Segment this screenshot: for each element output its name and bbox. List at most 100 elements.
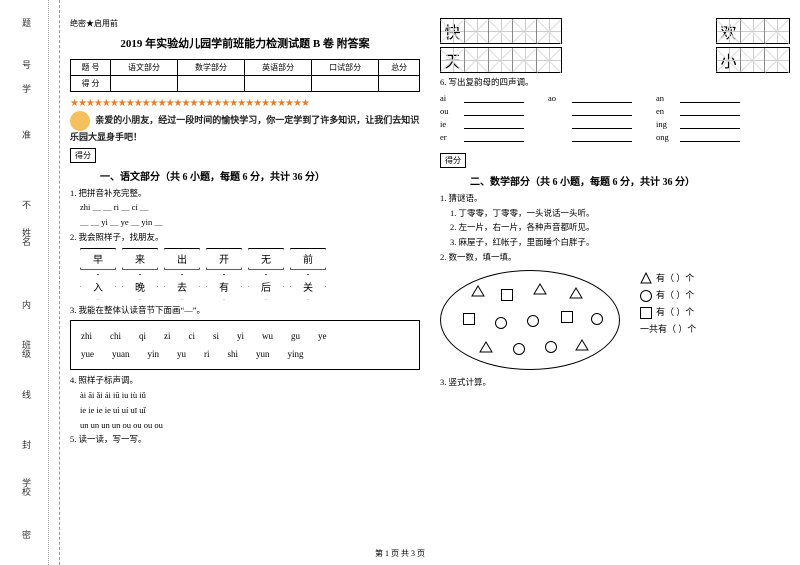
char-cell[interactable]	[489, 48, 513, 72]
mq1-2: 2. 左一片，右一片，各种声音都听见。	[450, 221, 790, 234]
char: 小	[720, 48, 736, 72]
char-cell: 小	[717, 48, 741, 72]
legend-text: 一共有（ ）个	[640, 324, 696, 334]
py: chi	[110, 327, 121, 345]
burst-item: 后	[248, 274, 284, 300]
char-cell[interactable]	[513, 19, 537, 43]
blank[interactable]	[680, 106, 740, 116]
margin-label: 线	[20, 390, 33, 399]
margin-label: 封	[20, 440, 33, 449]
q1-line: zhi ＿ ＿ ri ＿ ci ＿	[80, 201, 420, 214]
margin-label: 学	[20, 84, 33, 93]
char-grid-row: 天 小	[440, 47, 790, 73]
py: yun	[256, 345, 270, 363]
td[interactable]	[312, 76, 379, 92]
char-cell[interactable]	[537, 48, 561, 72]
cartoon-icon	[70, 111, 90, 131]
page-footer: 第 1 页 共 3 页	[0, 548, 800, 559]
td[interactable]	[245, 76, 312, 92]
blank[interactable]	[464, 119, 524, 129]
tri-shape	[533, 283, 547, 295]
burst-item: 晚	[122, 274, 158, 300]
th: 数学部分	[178, 60, 245, 76]
td: 得 分	[71, 76, 111, 92]
flag-item: 早	[80, 248, 116, 270]
blank[interactable]	[464, 132, 524, 142]
blank[interactable]	[572, 93, 632, 103]
score-mini-box: 得分	[70, 148, 96, 163]
tone-label: ou	[440, 106, 464, 116]
shapes-row: 有（ ）个 有（ ）个 有（ ）个 一共有（ ）个	[440, 270, 790, 370]
py: ye	[318, 327, 327, 345]
td[interactable]	[178, 76, 245, 92]
tone-label: ie	[440, 119, 464, 129]
burst-row: 入 晚 去 有 后 关	[80, 274, 420, 300]
char: 天	[444, 48, 460, 72]
margin-label: 准	[20, 130, 33, 139]
py: qi	[139, 327, 146, 345]
blank[interactable]	[464, 93, 524, 103]
py: yuan	[112, 345, 130, 363]
margin-label: 密	[20, 530, 33, 539]
mq1-3: 3. 麻屋子，红帐子，里面睡个白胖子。	[450, 236, 790, 249]
tone-grid: aiaoan ouen ieing erong	[440, 93, 790, 142]
char-cell[interactable]	[765, 48, 789, 72]
blank[interactable]	[680, 132, 740, 142]
squ-shape	[463, 313, 475, 325]
py: wu	[262, 327, 273, 345]
char-cell[interactable]	[465, 19, 489, 43]
intro-text: 亲爱的小朋友，经过一段时间的愉快学习，你一定学到了许多知识，让我们去知识乐园大显…	[70, 111, 420, 144]
py: gu	[291, 327, 300, 345]
char-grid: 欢	[716, 18, 790, 44]
pinyin-box: zhi chi qi zi ci si yi wu gu ye yue yuan…	[70, 320, 420, 370]
char-cell[interactable]	[765, 19, 789, 43]
cir-shape	[495, 317, 507, 329]
blank[interactable]	[572, 119, 632, 129]
mq1-1: 1. 丁零零，丁零零，一头说话一头听。	[450, 207, 790, 220]
table-row: 题 号 语文部分 数学部分 英语部分 口试部分 总分	[71, 60, 420, 76]
py: zi	[164, 327, 171, 345]
char-cell: 欢	[717, 19, 741, 43]
tone-label	[548, 106, 572, 116]
py: yi	[237, 327, 244, 345]
exam-title: 2019 年实验幼儿园学前班能力检测试题 B 卷 附答案	[70, 35, 420, 51]
table-row: 得 分	[71, 76, 420, 92]
q4: 4. 照样子标声调。	[70, 374, 420, 387]
tone-row: ouen	[440, 106, 790, 116]
cir-shape	[545, 341, 557, 353]
tone-label: ao	[548, 93, 572, 103]
char-cell[interactable]	[513, 48, 537, 72]
blank[interactable]	[680, 93, 740, 103]
tone-label: an	[656, 93, 680, 103]
blank[interactable]	[572, 132, 632, 142]
char-cell[interactable]	[741, 48, 765, 72]
legend-text: 有（ ）个	[656, 290, 694, 300]
triangle-icon	[640, 272, 652, 284]
py: yu	[177, 345, 186, 363]
tone-label: ong	[656, 132, 680, 142]
burst-item: 关	[290, 274, 326, 300]
binding-margin: 题 号 学 准 不 姓名 内 班级 线 封 学校 密	[0, 0, 60, 565]
py: yin	[148, 345, 160, 363]
circle-icon	[640, 290, 652, 302]
legend-text: 有（ ）个	[656, 273, 694, 283]
char-cell[interactable]	[465, 48, 489, 72]
th: 英语部分	[245, 60, 312, 76]
char-cell[interactable]	[741, 19, 765, 43]
margin-label: 内	[20, 300, 33, 309]
td[interactable]	[111, 76, 178, 92]
char-cell[interactable]	[537, 19, 561, 43]
blank[interactable]	[572, 106, 632, 116]
py: zhi	[81, 327, 92, 345]
py: ci	[189, 327, 196, 345]
td[interactable]	[379, 76, 420, 92]
cir-shape	[591, 313, 603, 325]
py: si	[213, 327, 219, 345]
q4-line: ài āi ǎi ái iū iu iù iǔ	[80, 389, 420, 402]
q1: 1. 把拼音补充完整。	[70, 187, 420, 200]
flag-row: 早 来 出 开 无 前	[80, 248, 420, 270]
char-cell[interactable]	[489, 19, 513, 43]
blank[interactable]	[464, 106, 524, 116]
blank[interactable]	[680, 119, 740, 129]
burst-item: 有	[206, 274, 242, 300]
